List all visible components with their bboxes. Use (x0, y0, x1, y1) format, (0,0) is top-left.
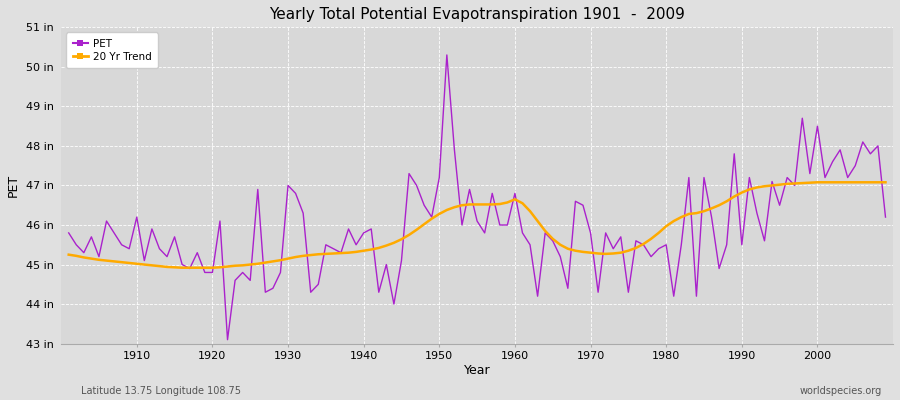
Y-axis label: PET: PET (7, 174, 20, 197)
Title: Yearly Total Potential Evapotranspiration 1901  -  2009: Yearly Total Potential Evapotranspiratio… (269, 7, 685, 22)
Text: worldspecies.org: worldspecies.org (800, 386, 882, 396)
Text: Latitude 13.75 Longitude 108.75: Latitude 13.75 Longitude 108.75 (81, 386, 241, 396)
X-axis label: Year: Year (464, 364, 490, 377)
Legend: PET, 20 Yr Trend: PET, 20 Yr Trend (67, 32, 158, 68)
